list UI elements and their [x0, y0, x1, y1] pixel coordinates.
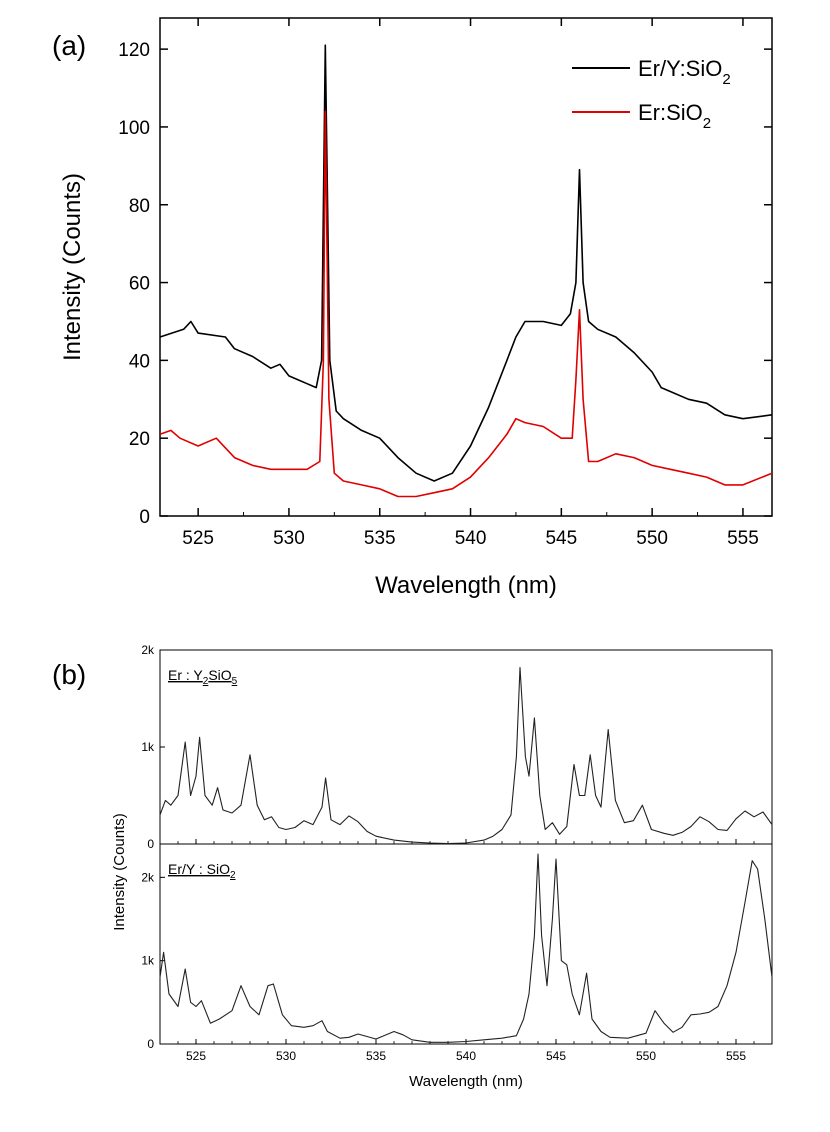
- panel-b-xlabel: Wavelength (nm): [409, 1073, 523, 1090]
- legend-label-er-y-sio2: Er/Y:SiO2: [638, 56, 731, 88]
- panel-a-series: [159, 44, 773, 498]
- panel-a: (a) 525 530 535 540 545 550 555 0 20 40 60 80 100 120…: [52, 17, 773, 599]
- a-ytick-label: 100: [118, 118, 150, 139]
- b-ytick-label: 0: [147, 837, 154, 851]
- a-ytick-label: 0: [139, 507, 150, 528]
- panel-b-ticks: 525 530 535 540 545 550 555 0 1k 2k 0 1k 2k: [141, 643, 773, 1063]
- a-ytick-label: 60: [129, 274, 150, 295]
- b-xtick-label: 530: [276, 1049, 296, 1063]
- panel-b-top-label: Er : Y2SiO5: [168, 667, 238, 687]
- a-xtick-label: 525: [182, 528, 214, 549]
- a-ytick-label: 80: [129, 196, 150, 217]
- a-series-line-0: [159, 44, 773, 482]
- b-xtick-label: 555: [726, 1049, 746, 1063]
- a-xtick-label: 530: [273, 528, 305, 549]
- panel-b-ylabel: Intensity (Counts): [111, 813, 128, 931]
- b-ytick-label: 1k: [141, 954, 155, 968]
- b-ytick-label: 0: [147, 1037, 154, 1051]
- panel-b-frame-top: [159, 649, 773, 845]
- panel-b: (b) 525 530 535 540 545 550 555 0 1k 2k 0 1k 2k Er :…: [52, 643, 773, 1090]
- a-xtick-label: 535: [364, 528, 396, 549]
- b-xtick-label: 540: [456, 1049, 476, 1063]
- panel-a-label: (a): [52, 30, 86, 61]
- b-ytick-label: 2k: [141, 870, 155, 884]
- a-xtick-label: 540: [455, 528, 487, 549]
- b-ytick-label: 2k: [141, 643, 155, 657]
- b-ytick-label: 1k: [141, 740, 155, 754]
- a-ytick-label: 120: [118, 40, 150, 61]
- a-xtick-label: 550: [636, 528, 668, 549]
- b-xtick-label: 525: [186, 1049, 206, 1063]
- legend-label-er-sio2: Er:SiO2: [638, 100, 711, 132]
- b-xtick-label: 535: [366, 1049, 386, 1063]
- panel-b-bottom-label: Er/Y : SiO2: [168, 861, 236, 881]
- b-xtick-label: 550: [636, 1049, 656, 1063]
- panel-b-series: [159, 666, 773, 1043]
- a-xtick-label: 555: [727, 528, 759, 549]
- b-series-line-0: [159, 666, 773, 845]
- a-ytick-label: 20: [129, 429, 150, 450]
- panel-a-ylabel: Intensity (Counts): [59, 173, 86, 361]
- panel-a-xlabel: Wavelength (nm): [375, 572, 557, 599]
- panel-a-legend: Er/Y:SiO2 Er:SiO2: [572, 56, 731, 132]
- panel-b-frame-bottom: [159, 843, 773, 1045]
- a-xtick-label: 545: [545, 528, 577, 549]
- panel-a-ticks: 525 530 535 540 545 550 555 0 20 40 60 80 100 120: [118, 18, 772, 549]
- b-xtick-label: 545: [546, 1049, 566, 1063]
- a-series-line-1: [159, 110, 773, 498]
- a-ytick-label: 40: [129, 351, 150, 372]
- panel-a-frame: [159, 17, 773, 517]
- b-series-line-1: [159, 853, 773, 1043]
- panel-b-label: (b): [52, 659, 86, 690]
